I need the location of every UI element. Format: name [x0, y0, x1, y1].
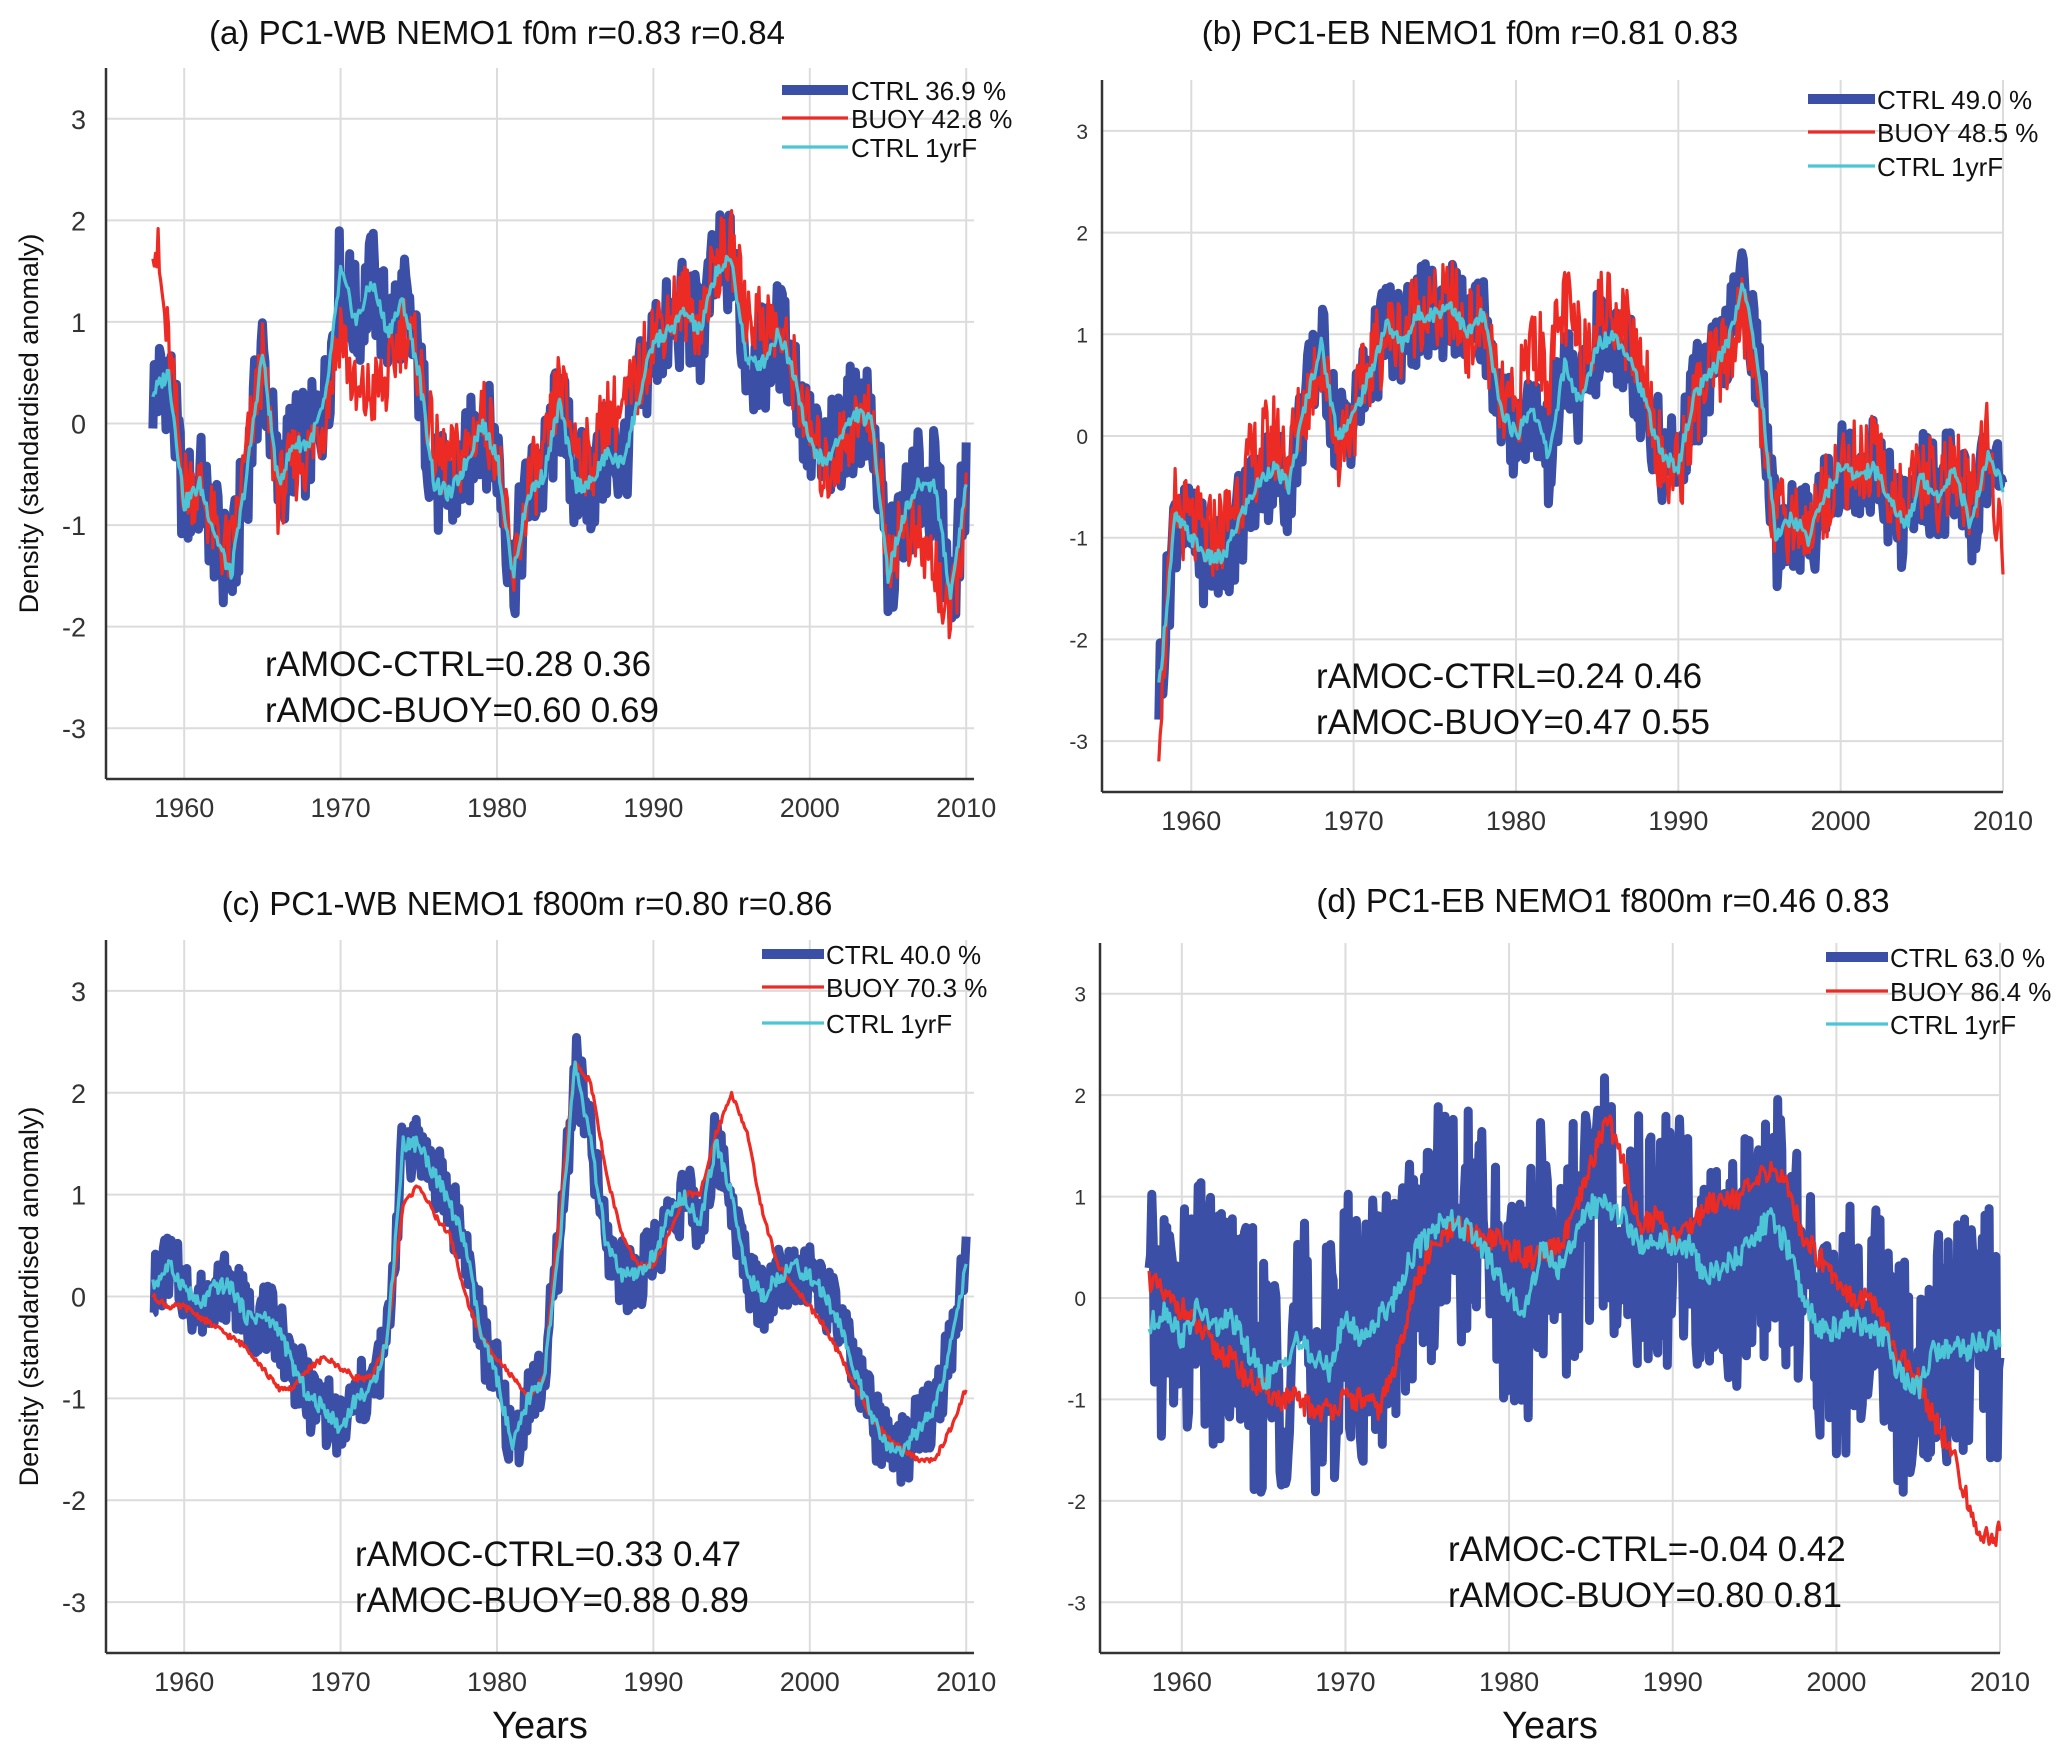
x-tick-label: 2010 [936, 1667, 996, 1697]
panel-b: 1960 1970 1980 1990 2000 2010 -3 -2 -1 0 1 2 3 (b) PC… [1069, 14, 2038, 836]
y-tick-label: 3 [1074, 984, 1086, 1007]
legend-label: BUOY 42.8 % [851, 104, 1012, 134]
x-tick-label: 1960 [1152, 1667, 1212, 1697]
legend-label: CTRL 1yrF [851, 133, 977, 163]
y-tick-label: 3 [71, 977, 86, 1007]
legend-label: CTRL 1yrF [1877, 152, 2003, 182]
chart-title: (a) PC1-WB NEMO1 f0m r=0.83 r=0.84 [209, 14, 785, 51]
series-line-ctrl-1yrf [151, 254, 968, 600]
y-tick-label: -3 [1069, 731, 1088, 754]
y-tick-label: -2 [62, 1486, 86, 1516]
correlation-annotation: rAMOC-BUOY=0.80 0.81 [1448, 1576, 1842, 1615]
legend-label: BUOY 86.4 % [1890, 977, 2051, 1007]
y-tick-label: 2 [1074, 1085, 1086, 1108]
series-line-ctrl [149, 1033, 971, 1487]
y-tick-label: 2 [71, 1079, 86, 1109]
x-tick-label: 1960 [1161, 806, 1221, 836]
correlation-annotation: rAMOC-CTRL=-0.04 0.42 [1448, 1530, 1846, 1569]
legend-label: CTRL 40.0 % [826, 940, 981, 970]
x-tick-label: 2000 [1811, 806, 1871, 836]
x-tick-label: 2000 [780, 793, 840, 823]
legend-label: CTRL 1yrF [826, 1009, 952, 1039]
x-axis-label: Years [492, 1705, 588, 1747]
series-line-buoy [151, 1060, 968, 1464]
y-axis-label: Density (standardised anomaly) [14, 234, 44, 614]
y-tick-label: 0 [71, 410, 86, 440]
series-line-buoy [1147, 1114, 2002, 1548]
y-tick-label: 0 [71, 1283, 86, 1313]
correlation-annotation: rAMOC-CTRL=0.33 0.47 [355, 1535, 741, 1574]
y-tick-label: -1 [62, 1384, 86, 1414]
y-tick-label: 1 [1076, 324, 1088, 347]
chart-title: (c) PC1-WB NEMO1 f800m r=0.80 r=0.86 [222, 885, 833, 922]
series-line-ctrl-1yrf [1147, 1193, 2002, 1400]
x-tick-label: 2000 [780, 1667, 840, 1697]
series-line-ctrl-1yrf [1157, 282, 2005, 683]
panel-a: 1960 1970 1980 1990 2000 2010 -3 -2 -1 0 1 2 3 (a) PC… [14, 14, 1012, 823]
x-tick-label: 1980 [1486, 806, 1546, 836]
legend-label: BUOY 48.5 % [1877, 118, 2038, 148]
x-tick-label: 1970 [311, 793, 371, 823]
series-line-ctrl [1144, 1073, 2005, 1497]
chart-title: (d) PC1-EB NEMO1 f800m r=0.46 0.83 [1316, 882, 1889, 919]
y-tick-label: 1 [71, 308, 86, 338]
x-tick-label: 1970 [1324, 806, 1384, 836]
x-tick-label: 1990 [623, 793, 683, 823]
panel-c: 1960 1970 1980 1990 2000 2010 -3 -2 -1 0 1 2 3 (c) PC… [14, 885, 996, 1747]
y-tick-label: 2 [1076, 223, 1088, 246]
y-tick-label: 3 [71, 105, 86, 135]
x-axis-label: Years [1502, 1705, 1598, 1747]
x-tick-label: 2010 [1973, 806, 2033, 836]
legend-label: BUOY 70.3 % [826, 973, 987, 1003]
y-tick-label: -3 [1067, 1592, 1086, 1615]
correlation-annotation: rAMOC-BUOY=0.88 0.89 [355, 1581, 749, 1620]
chart-title: (b) PC1-EB NEMO1 f0m r=0.81 0.83 [1202, 14, 1738, 51]
correlation-annotation: rAMOC-CTRL=0.24 0.46 [1316, 657, 1702, 696]
x-tick-label: 1980 [467, 1667, 527, 1697]
x-tick-label: 1970 [311, 1667, 371, 1697]
legend-label: CTRL 49.0 % [1877, 85, 2032, 115]
series-line-ctrl-1yrf [151, 1060, 968, 1458]
series-line-buoy [1157, 260, 2005, 762]
y-tick-label: -2 [62, 613, 86, 643]
y-tick-label: -3 [62, 1588, 86, 1618]
x-tick-label: 1990 [1643, 1667, 1703, 1697]
x-tick-label: 1990 [1648, 806, 1708, 836]
y-tick-label: -2 [1069, 629, 1088, 652]
y-tick-label: 1 [71, 1181, 86, 1211]
legend-label: CTRL 63.0 % [1890, 943, 2045, 973]
x-tick-label: 1980 [467, 793, 527, 823]
x-tick-label: 2000 [1806, 1667, 1866, 1697]
x-tick-label: 1980 [1479, 1667, 1539, 1697]
panel-d: 1960 1970 1980 1990 2000 2010 -3 -2 -1 0 1 2 3 (d) PC… [1067, 882, 2051, 1747]
x-tick-label: 2010 [1970, 1667, 2030, 1697]
legend-label: CTRL 36.9 % [851, 76, 1006, 106]
y-axis-label: Density (standardised anomaly) [14, 1107, 44, 1487]
series-line-buoy [151, 209, 968, 640]
correlation-annotation: rAMOC-BUOY=0.60 0.69 [265, 691, 659, 730]
y-tick-label: 1 [1074, 1187, 1086, 1210]
y-tick-label: -1 [1067, 1389, 1086, 1412]
correlation-annotation: rAMOC-BUOY=0.47 0.55 [1316, 703, 1710, 742]
x-tick-label: 2010 [936, 793, 996, 823]
x-tick-label: 1990 [623, 1667, 683, 1697]
y-tick-label: -1 [62, 511, 86, 541]
x-tick-label: 1970 [1315, 1667, 1375, 1697]
x-tick-label: 1960 [154, 793, 214, 823]
y-tick-label: -3 [62, 714, 86, 744]
x-tick-label: 1960 [154, 1667, 214, 1697]
y-tick-label: -2 [1067, 1491, 1086, 1514]
y-tick-label: 0 [1074, 1288, 1086, 1311]
correlation-annotation: rAMOC-CTRL=0.28 0.36 [265, 645, 651, 684]
y-tick-label: 2 [71, 206, 86, 236]
y-tick-label: 3 [1076, 121, 1088, 144]
legend-label: CTRL 1yrF [1890, 1010, 2016, 1040]
y-tick-label: 0 [1076, 426, 1088, 449]
y-tick-label: -1 [1069, 528, 1088, 551]
